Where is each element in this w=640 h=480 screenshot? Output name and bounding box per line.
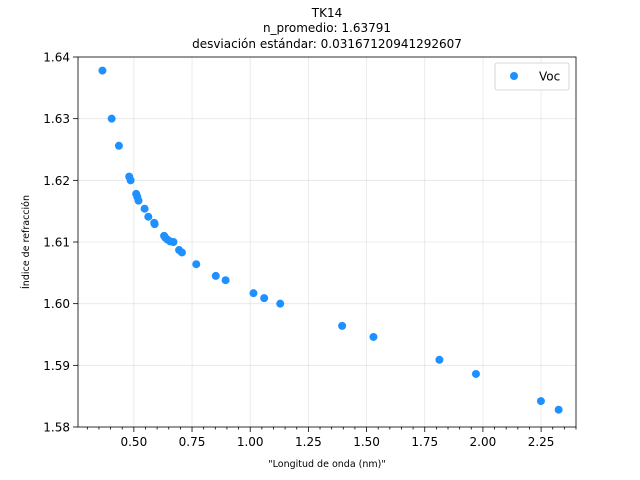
data-point — [435, 355, 444, 364]
data-point — [144, 212, 153, 221]
y-tick-label: 1.59 — [43, 359, 70, 373]
legend-marker — [510, 72, 518, 80]
data-point — [114, 141, 123, 150]
x-tick-label: 1.00 — [237, 435, 264, 449]
data-point — [177, 248, 186, 257]
data-point — [369, 332, 378, 341]
legend: Voc — [494, 62, 570, 91]
x-tick-label: 1.25 — [295, 435, 322, 449]
x-tick-label: 2.00 — [470, 435, 497, 449]
data-point — [140, 204, 149, 213]
legend-label: Voc — [539, 70, 560, 84]
data-point — [150, 220, 159, 229]
y-tick-label: 1.63 — [43, 112, 70, 126]
data-point — [554, 405, 563, 414]
y-tick-label: 1.58 — [43, 421, 70, 435]
x-axis-ticks: 0.50 0.75 1.00 1.25 1.50 1.75 2.00 2.25 — [86, 427, 577, 449]
y-axis-ticks: 1.58 1.59 1.60 1.61 1.62 1.63 1.64 — [43, 51, 78, 435]
data-point — [249, 289, 258, 298]
x-tick-label: 0.50 — [120, 435, 147, 449]
x-tick-label: 1.50 — [353, 435, 380, 449]
data-point — [260, 294, 269, 303]
data-point — [471, 369, 480, 378]
data-point — [211, 271, 220, 280]
legend-box — [494, 62, 570, 91]
data-point — [126, 176, 135, 185]
data-points — [98, 66, 563, 414]
data-point — [192, 260, 201, 269]
data-point — [536, 397, 545, 406]
chart-title-line-2: n_promedio: 1.63791 — [263, 21, 391, 35]
x-axis-label: "Longitud de onda (nm)" — [268, 459, 385, 470]
x-tick-label: 0.75 — [179, 435, 206, 449]
data-point — [221, 276, 230, 285]
x-tick-label: 2.25 — [528, 435, 555, 449]
y-tick-label: 1.60 — [43, 297, 70, 311]
data-point — [338, 321, 347, 330]
data-point — [134, 196, 143, 205]
data-point — [98, 66, 107, 75]
chart-title-line-3: desviación estándar: 0.03167120941292607 — [192, 37, 462, 51]
y-tick-label: 1.61 — [43, 236, 70, 250]
chart-title-line-1: TK14 — [311, 6, 342, 20]
grid-lines — [78, 56, 576, 428]
data-point — [169, 238, 178, 246]
data-point — [276, 299, 285, 308]
x-tick-label: 1.75 — [411, 435, 438, 449]
y-tick-label: 1.64 — [43, 51, 70, 65]
y-axis-label: Índice de refracción — [20, 195, 32, 289]
data-point — [107, 114, 116, 123]
y-tick-label: 1.62 — [43, 174, 70, 188]
